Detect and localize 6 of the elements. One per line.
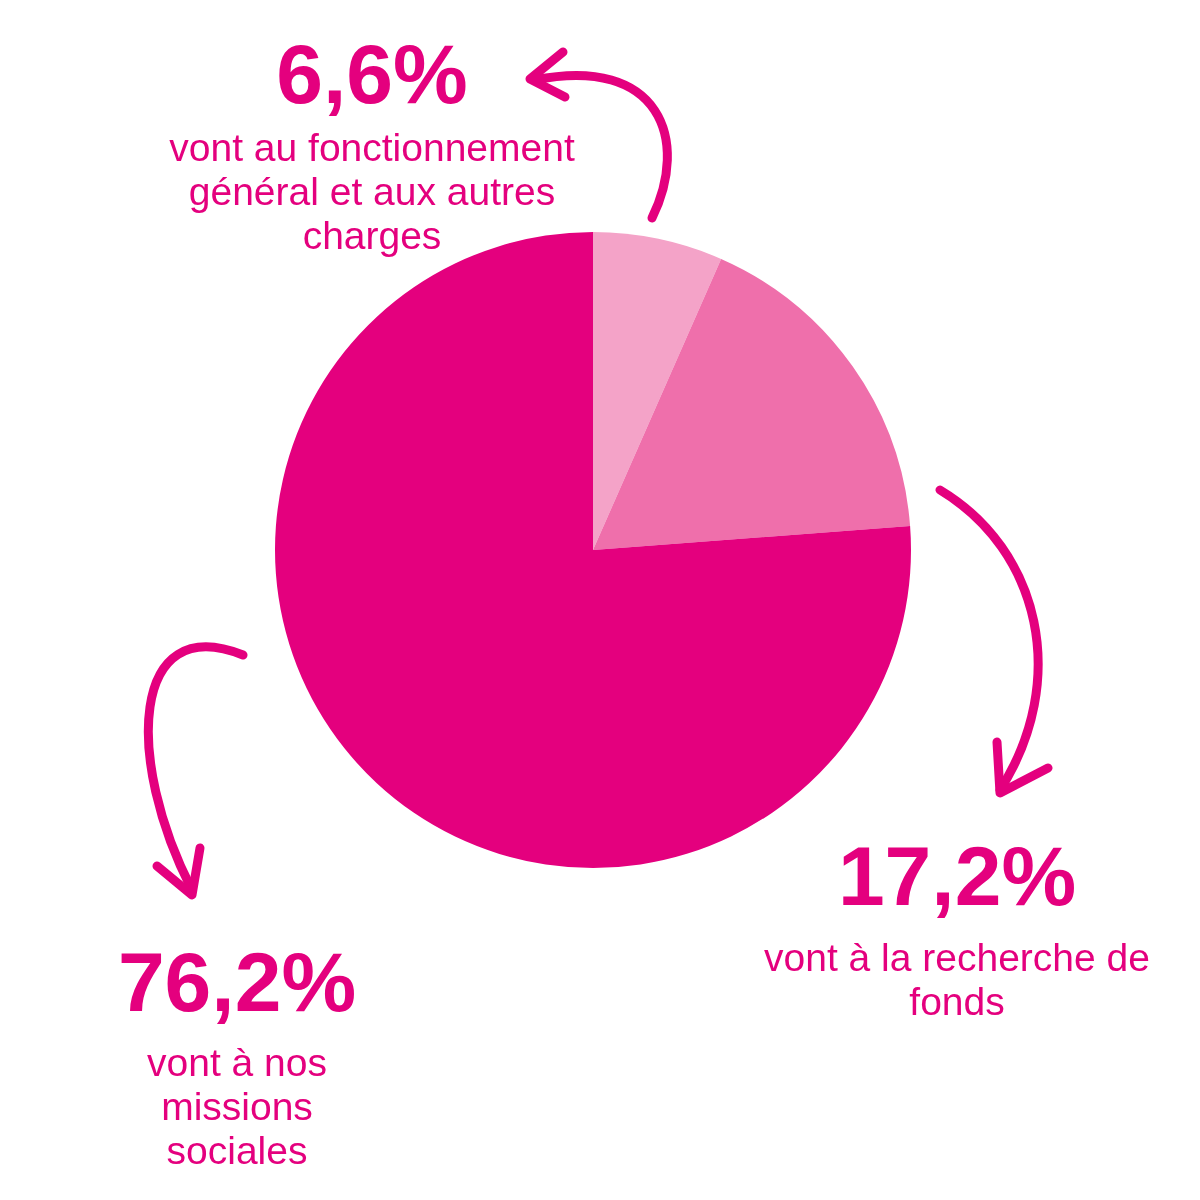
slice-label: vont à nos missions sociales — [147, 1040, 327, 1172]
data-label: 6,6% — [276, 27, 468, 122]
data-label: 76,2% — [117, 935, 357, 1030]
slice-label: vont à la recherche de fonds — [764, 935, 1150, 1023]
data-label: 17,2% — [837, 829, 1077, 924]
slice-label: vont au fonctionnement général et aux autres charges — [169, 125, 575, 257]
